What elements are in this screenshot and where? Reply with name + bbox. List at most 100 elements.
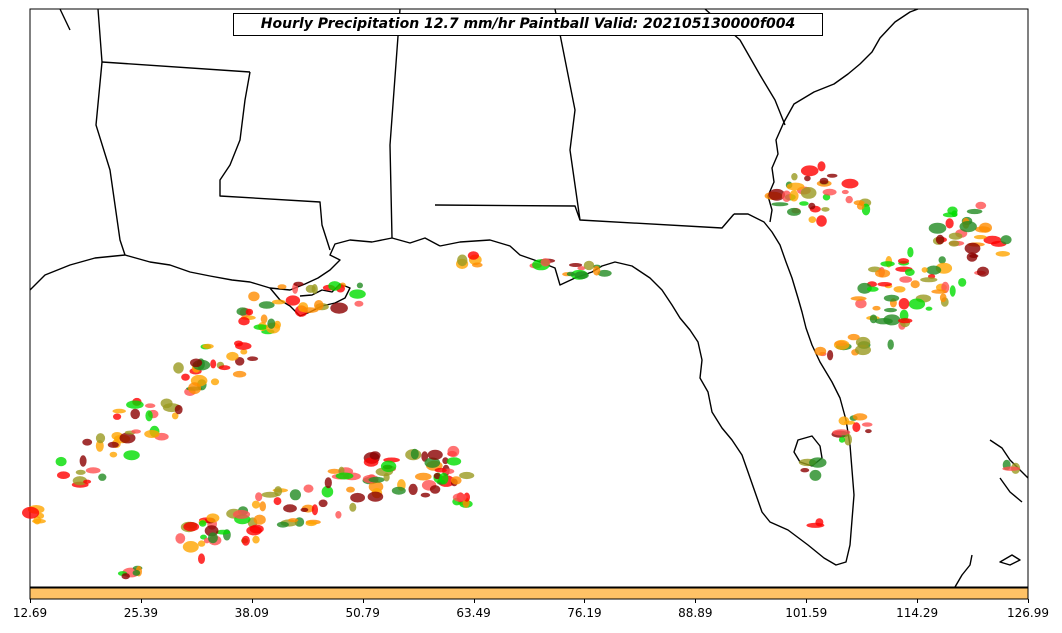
precip-paintball (841, 178, 859, 189)
precip-paintball (995, 251, 1010, 257)
precip-paintball (245, 308, 254, 316)
precip-paintball (132, 569, 141, 576)
precip-paintball (188, 382, 202, 395)
precip-paintball (349, 502, 357, 512)
precip-paintball (79, 455, 87, 467)
precip-paintball (855, 344, 871, 356)
precip-paintball (311, 504, 318, 516)
precip-paintball (800, 165, 819, 177)
colorbar-tick (584, 599, 586, 603)
precip-paintball (814, 346, 827, 356)
precip-paintball (285, 295, 301, 306)
map-frame (29, 8, 1029, 588)
precip-paintball (966, 208, 983, 215)
precip-paintball (880, 261, 895, 267)
precip-paintball (827, 350, 834, 361)
precip-paintball (852, 422, 861, 433)
precip-paintball (75, 469, 86, 475)
precip-paintball (926, 265, 942, 275)
precip-paintball (327, 468, 341, 474)
precip-paintball (346, 486, 355, 493)
precip-paintball (33, 516, 42, 525)
precip-paintball (439, 472, 449, 485)
precip-paintball (958, 278, 967, 287)
precip-paintball (442, 457, 449, 465)
precip-paintball (904, 268, 915, 276)
colorbar-tick-label: 76.19 (567, 606, 602, 620)
precip-paintball (875, 269, 891, 278)
precip-paintball (126, 400, 144, 409)
precip-paintball (434, 467, 447, 473)
precip-paintball (368, 476, 385, 483)
colorbar-tick (140, 599, 142, 603)
precip-paintball (236, 307, 249, 316)
precip-paintball (459, 471, 475, 480)
precip-paintball (145, 403, 156, 409)
precip-paintball (855, 336, 871, 348)
precip-paintball (391, 486, 406, 495)
precip-paintball (907, 247, 914, 258)
precip-paintball (806, 522, 825, 528)
border-ar-la (101, 61, 251, 73)
precip-paintball (450, 476, 462, 485)
colorbar-tick (806, 599, 808, 603)
precip-paintball (975, 226, 991, 233)
precip-paintball (935, 234, 945, 245)
precip-paintball (421, 451, 429, 462)
precip-paintball (592, 265, 601, 276)
precip-paintball (964, 242, 981, 254)
precip-paintball (234, 340, 243, 347)
precip-paintball (113, 413, 122, 420)
precip-paintball (447, 445, 460, 458)
precip-paintball (1000, 235, 1012, 245)
precip-paintball (472, 262, 483, 268)
precip-paintball (226, 351, 239, 361)
precip-paintball (467, 251, 479, 260)
precip-paintball (112, 408, 126, 414)
precip-paintball (959, 221, 977, 233)
precip-paintball (865, 429, 872, 434)
precip-paintball (949, 285, 956, 297)
precip-paintball (183, 522, 200, 532)
precip-paintball (277, 284, 287, 290)
border-la-ms (219, 71, 331, 251)
precip-paintball (433, 472, 441, 480)
colorbar-tick-label: 63.49 (456, 606, 491, 620)
precip-paintball (247, 356, 259, 362)
precip-paintball (452, 493, 467, 502)
precip-paintball (809, 457, 827, 468)
precip-paintball (198, 553, 205, 564)
precip-paintball (855, 299, 867, 309)
precip-paintball (908, 298, 926, 310)
colorbar-tick-label: 12.69 (12, 606, 48, 620)
precip-paintball (973, 235, 987, 240)
colorbar-bar (29, 587, 1029, 600)
precip-paintball (321, 485, 334, 498)
precip-paintball (787, 207, 801, 216)
precip-paintball (420, 492, 431, 498)
precip-paintball (206, 513, 220, 523)
precip-paintball (410, 448, 419, 460)
precip-paintball (899, 276, 913, 283)
precip-paintball (838, 436, 846, 443)
precip-paintball (768, 188, 786, 201)
precip-paintball (131, 429, 142, 434)
precip-paintball (293, 281, 304, 287)
precip-paintball (838, 416, 850, 426)
precip-paintball (789, 190, 799, 202)
precip-paintball (260, 314, 268, 324)
precip-paintball (808, 216, 817, 224)
precip-paintball (258, 301, 275, 309)
precip-paintball (174, 404, 183, 415)
precip-paintball (82, 438, 93, 446)
precip-paintball (583, 260, 595, 271)
precip-paintball (119, 432, 136, 444)
precip-paintball (786, 182, 805, 191)
precip-paintball (781, 190, 792, 202)
precip-paintball (175, 533, 186, 544)
precip-paintball (883, 294, 900, 302)
precip-paintball (898, 318, 913, 324)
precip-paintball (429, 485, 441, 494)
colorbar-tick (362, 599, 364, 603)
precip-paintball (872, 305, 881, 311)
